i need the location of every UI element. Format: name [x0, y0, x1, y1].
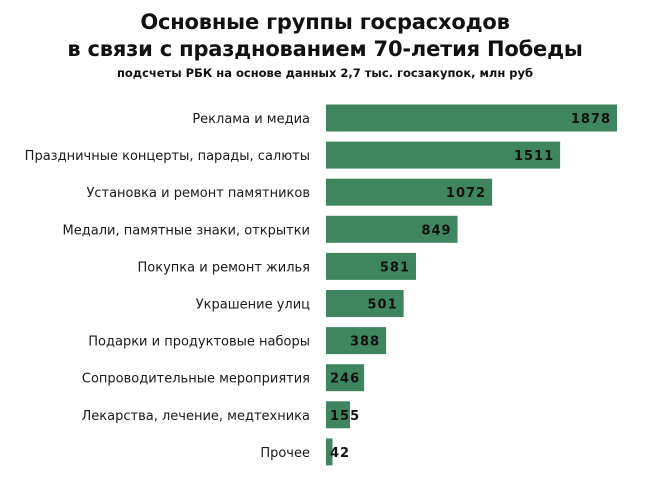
category-label: Реклама и медиа [192, 112, 310, 127]
category-label: Прочее [260, 446, 310, 461]
category-label: Установка и ремонт памятников [86, 186, 310, 201]
category-label: Лекарства, лечение, медтехника [82, 409, 310, 424]
category-label: Подарки и продуктовые наборы [88, 335, 310, 350]
bar [326, 438, 333, 466]
chart-title-line-1: Основные группы госрасходов [140, 10, 510, 34]
category-label: Покупка и ремонт жилья [138, 260, 310, 275]
bar [326, 290, 404, 317]
bar [326, 141, 561, 169]
bar [326, 364, 365, 392]
category-label: Украшение улиц [196, 298, 310, 313]
bar [326, 401, 351, 429]
plot-area: Реклама и медиа 1878 Праздничные концерты,… [25, 104, 617, 466]
value-label: 155 [330, 409, 360, 424]
category-label: Праздничные концерты, парады, салюты [25, 149, 310, 164]
chart-subtitle: подсчеты РБК на основе данных 2,7 тыс. г… [116, 66, 534, 80]
bar [326, 252, 417, 280]
bar [326, 104, 617, 132]
value-label: 388 [350, 335, 380, 350]
category-label: Медали, памятные знаки, открытки [63, 223, 310, 238]
chart-title-line-2: в связи с празднованием 70-летия Победы [67, 37, 583, 61]
value-label: 1511 [514, 149, 554, 164]
value-label: 501 [367, 298, 397, 313]
bar [326, 327, 387, 355]
bar [326, 178, 493, 206]
value-label: 849 [421, 223, 451, 238]
bar [326, 215, 458, 243]
value-label: 581 [380, 260, 410, 275]
category-label: Сопроводительные мероприятия [82, 372, 310, 387]
value-label: 1878 [571, 112, 611, 127]
value-label: 246 [330, 372, 360, 387]
value-label: 1072 [446, 186, 486, 201]
value-label: 42 [330, 446, 350, 461]
